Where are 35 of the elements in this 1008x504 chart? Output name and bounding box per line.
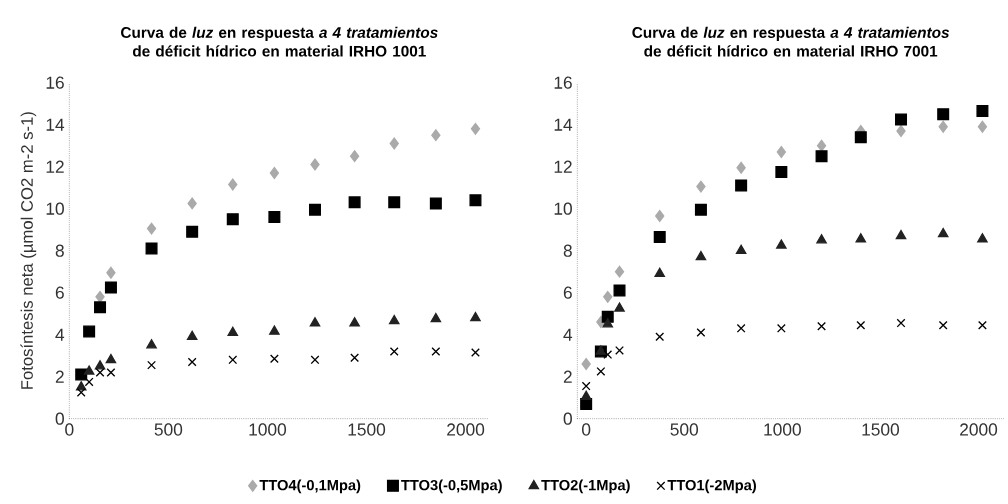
y-tick-label: 8 <box>55 244 64 257</box>
legend-label: TTO3(-0,5Mpa) <box>401 479 502 494</box>
y-tick-label: 0 <box>563 412 572 425</box>
x-tick-label: 1000 <box>249 423 287 436</box>
legend-label: TTO1(-2Mpa) <box>667 479 756 494</box>
y-tick-label: 16 <box>46 76 64 89</box>
y-tick-label: 8 <box>563 244 572 257</box>
y-tick-label: 16 <box>554 76 572 89</box>
y-tick-label: 10 <box>554 202 572 215</box>
y-tick-label: 12 <box>554 160 572 173</box>
y-tick-label: 0 <box>55 412 64 425</box>
y-tick-label: 10 <box>46 202 64 215</box>
chart-title: Curva de luz en respuesta a 4 tratamientos de déficit hídrico en material IRHO 1001 <box>121 26 438 57</box>
legend-label: TTO2(-1Mpa) <box>541 479 630 494</box>
y-tick-label: 14 <box>554 118 573 131</box>
x-tick-label: 1000 <box>764 423 801 436</box>
x-tick-label: 2000 <box>960 423 998 436</box>
x-tick-label: 500 <box>670 423 699 436</box>
x-tick-label: 1500 <box>862 423 900 436</box>
x-tick-label: 0 <box>65 423 74 436</box>
legend-label: TTO4(-0,1Mpa) <box>259 479 361 494</box>
y-tick-label: 12 <box>46 160 64 173</box>
x-tick-label: 1500 <box>348 423 386 436</box>
x-tick-label: 0 <box>582 423 591 436</box>
y-tick-label: 2 <box>55 370 64 383</box>
y-tick-label: 6 <box>563 286 572 299</box>
chart-title: Curva de luz en respuesta a 4 tratamientos de déficit hídrico en material IRHO 7001 <box>632 26 950 57</box>
y-tick-label: 6 <box>55 286 64 299</box>
y-tick-label: 4 <box>55 328 65 341</box>
y-tick-label: 14 <box>46 118 65 131</box>
x-tick-label: 500 <box>154 423 183 436</box>
y-axis-title: Fotosíntesis neta (µmol CO2 m-2 s-1) <box>20 112 37 389</box>
x-tick-label: 2000 <box>447 423 485 436</box>
y-tick-label: 4 <box>563 328 573 341</box>
y-tick-label: 2 <box>563 370 572 383</box>
